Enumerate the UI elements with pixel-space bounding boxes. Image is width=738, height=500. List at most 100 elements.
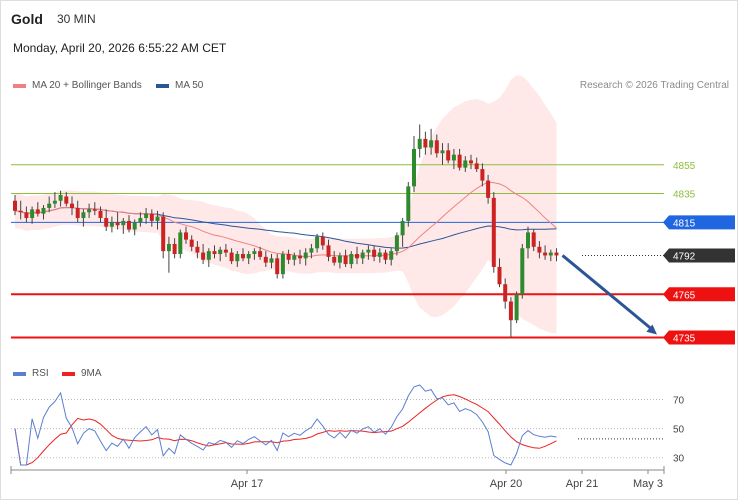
candle-body — [508, 301, 513, 321]
candle-body — [286, 254, 291, 260]
candle — [497, 258, 502, 288]
candle — [132, 219, 137, 236]
legend-ma9[interactable]: 9MA — [62, 368, 102, 379]
candle — [320, 232, 325, 250]
bollinger-band-area — [15, 75, 557, 334]
candle-body — [241, 254, 245, 259]
candle-body — [531, 232, 536, 247]
candle-body — [206, 251, 211, 260]
candle — [526, 226, 530, 259]
candle-body — [127, 220, 131, 230]
candle-body — [526, 232, 530, 249]
candle — [343, 249, 348, 267]
candle — [218, 246, 223, 262]
level-label-4835: 4835 — [673, 190, 696, 201]
candle — [178, 229, 183, 259]
candle — [52, 192, 57, 208]
x-tick-label: May 3 — [633, 478, 663, 490]
candle — [429, 128, 434, 155]
candle-body — [491, 197, 496, 267]
candle-body — [18, 210, 23, 213]
candle-body — [201, 252, 206, 260]
candle-body — [138, 218, 143, 223]
candle — [400, 218, 405, 247]
candle-body — [412, 148, 416, 187]
candle — [417, 124, 422, 158]
candle — [383, 249, 388, 265]
candle — [514, 291, 519, 324]
level-label-4765: 4765 — [673, 290, 696, 301]
legend-ma50-swatch — [156, 83, 169, 88]
candle-body — [298, 255, 302, 259]
candle-body — [195, 246, 200, 253]
candle-body — [212, 251, 217, 255]
candle-body — [184, 232, 188, 240]
candle-body — [480, 169, 485, 181]
candle — [446, 143, 451, 164]
candle-body — [87, 209, 92, 213]
legend-rsi[interactable]: RSI — [13, 368, 49, 379]
candle — [474, 157, 479, 172]
candle-body — [178, 232, 183, 255]
rsi-ma9-line — [14, 394, 557, 466]
candle — [201, 243, 206, 265]
legend-ma9-label: 9MA — [81, 368, 102, 379]
candle — [47, 196, 52, 213]
candle-body — [423, 138, 428, 148]
legend-ma50[interactable]: MA 50 — [156, 80, 203, 91]
candle-body — [309, 248, 314, 253]
candle — [372, 245, 377, 262]
legend-ma20[interactable]: MA 20 + Bollinger Bands — [13, 80, 142, 91]
candle-body — [263, 256, 268, 263]
candle — [520, 243, 525, 299]
ma20-line — [14, 181, 557, 258]
candle-body — [520, 248, 525, 295]
candle — [30, 206, 35, 224]
level-label-4855: 4855 — [673, 161, 696, 172]
candle — [548, 249, 553, 262]
candle-body — [514, 294, 519, 321]
candle — [537, 241, 542, 259]
candle-body — [92, 209, 97, 211]
candle — [166, 236, 171, 273]
candle-body — [258, 251, 263, 257]
candle-body — [218, 249, 223, 255]
candle — [269, 254, 274, 269]
candle-body — [132, 222, 137, 230]
candle — [508, 297, 513, 338]
candle — [138, 212, 143, 227]
candle-body — [109, 222, 114, 227]
candle-body — [235, 254, 240, 262]
candle — [366, 245, 371, 260]
level-tag-4735 — [663, 330, 735, 345]
candle-body — [400, 220, 405, 236]
candle-body — [275, 258, 280, 275]
candle-body — [98, 210, 103, 219]
candle — [423, 131, 428, 155]
legend-rsi-label: RSI — [32, 368, 49, 379]
candle — [337, 252, 342, 269]
candle-body — [252, 251, 257, 255]
legend-ma20-swatch — [13, 83, 26, 88]
candle-body — [24, 212, 29, 219]
candle-body — [406, 186, 411, 221]
candle-body — [332, 256, 337, 263]
candle-body — [149, 213, 154, 221]
x-tick-label: Apr 17 — [231, 478, 263, 490]
candle-body — [58, 194, 63, 201]
candle — [440, 143, 445, 165]
candle-body — [440, 150, 445, 154]
candle — [360, 249, 365, 265]
candle — [263, 251, 268, 267]
candle — [355, 246, 359, 265]
timeframe-label[interactable]: 30 MIN — [57, 12, 96, 26]
candle — [332, 251, 337, 266]
candle — [252, 248, 257, 260]
candle — [13, 194, 17, 216]
candle — [81, 209, 86, 227]
candle-body — [81, 212, 86, 219]
candle — [35, 202, 40, 217]
candle — [172, 238, 177, 259]
candle-body — [337, 255, 342, 263]
